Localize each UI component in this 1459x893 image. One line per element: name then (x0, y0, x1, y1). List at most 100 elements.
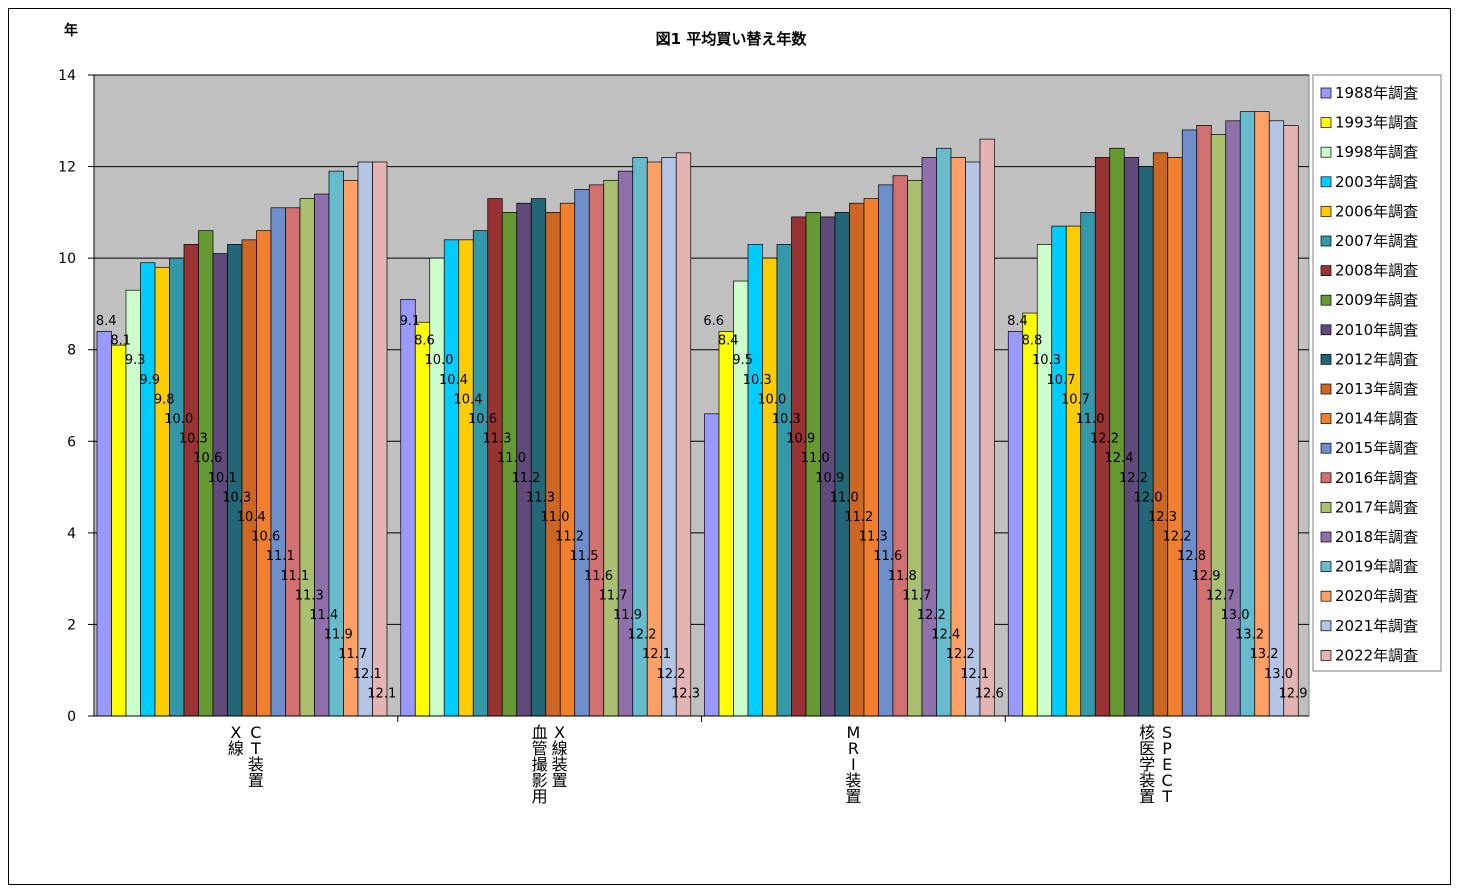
bar (414, 321, 431, 717)
data-label: 8.8 (1022, 334, 1043, 349)
legend-label: 2013年調査 (1335, 380, 1418, 398)
legend-label: 2012年調査 (1335, 350, 1418, 368)
data-label: 12.2 (657, 667, 686, 682)
legend-label: 2015年調査 (1335, 439, 1418, 457)
bar (791, 216, 807, 717)
legend-swatch (1320, 590, 1332, 602)
legend-label: 2014年調査 (1335, 410, 1418, 428)
data-label: 10.9 (786, 432, 815, 447)
chart-title: 図1 平均買い替え年数 (656, 30, 808, 48)
bar (1167, 157, 1183, 717)
bar (574, 189, 590, 717)
data-label: 10.3 (772, 412, 801, 427)
legend-label: 2020年調査 (1335, 587, 1418, 605)
data-label: 12.2 (917, 608, 946, 623)
data-label: 13.2 (1235, 628, 1264, 643)
data-label: 12.9 (1279, 686, 1308, 701)
data-label: 12.1 (642, 647, 671, 662)
bar (154, 266, 170, 717)
data-label: 11.2 (512, 471, 541, 486)
bar (762, 257, 778, 717)
data-label: 10.3 (1032, 353, 1061, 368)
bar (1007, 331, 1024, 717)
data-label: 10.7 (1061, 392, 1090, 407)
bar (1254, 111, 1270, 717)
legend-label: 2019年調査 (1335, 558, 1418, 576)
legend-swatch (1320, 294, 1332, 306)
data-label: 12.3 (671, 686, 700, 701)
legend-label: 2021年調査 (1335, 617, 1418, 635)
data-label: 8.4 (718, 334, 739, 349)
bar (169, 257, 185, 717)
bar (545, 212, 561, 717)
data-label: 12.2 (1090, 432, 1119, 447)
x-category-label: 核医学装置 (1139, 723, 1155, 806)
bar (1036, 244, 1053, 717)
data-label: 13.0 (1221, 608, 1250, 623)
bar (965, 161, 981, 717)
data-label: 9.8 (154, 392, 175, 407)
data-label: 11.6 (873, 549, 902, 564)
bar (1181, 129, 1198, 717)
bar (285, 207, 301, 717)
data-label: 12.2 (1163, 530, 1192, 545)
data-label: 11.3 (483, 432, 512, 447)
bar (1239, 111, 1256, 717)
legend-label: 2022年調査 (1335, 646, 1418, 664)
bar (357, 161, 373, 717)
data-label: 11.5 (570, 549, 599, 564)
data-label: 8.4 (1007, 314, 1028, 329)
bar (1210, 134, 1227, 717)
x-category-label: X 線装置 (552, 723, 568, 790)
data-label: 12.4 (931, 628, 960, 643)
bar (256, 230, 272, 717)
data-label: 11.0 (830, 490, 859, 505)
bar (603, 179, 619, 717)
legend-label: 1998年調査 (1335, 143, 1418, 161)
bar (718, 331, 734, 717)
data-label: 11.0 (541, 510, 570, 525)
bar (270, 207, 286, 717)
legend-swatch (1320, 117, 1332, 128)
bar (372, 161, 388, 717)
data-label: 9.3 (125, 353, 146, 368)
legend-swatch (1320, 413, 1332, 424)
legend-swatch (1320, 235, 1332, 247)
data-label: 10.3 (743, 373, 772, 388)
data-label: 8.6 (414, 334, 435, 349)
legend-swatch (1320, 383, 1332, 395)
y-axis-label: 年 (64, 22, 78, 39)
data-label: 11.1 (266, 549, 295, 564)
y-tick-label: 6 (67, 434, 76, 450)
bar (820, 216, 836, 717)
legend-swatch (1320, 265, 1332, 276)
legend-swatch (1320, 502, 1332, 513)
bar (1080, 212, 1096, 717)
bar (979, 138, 995, 717)
data-label: 10.0 (164, 412, 193, 427)
data-label: 11.3 (295, 588, 324, 603)
legend-swatch (1320, 531, 1332, 543)
data-label: 11.9 (324, 628, 353, 643)
y-tick-label: 4 (67, 526, 76, 542)
bar (96, 331, 112, 717)
data-label: 9.9 (139, 373, 160, 388)
legend-box (1312, 74, 1442, 672)
data-label: 11.7 (338, 647, 367, 662)
y-tick-label: 10 (58, 251, 76, 267)
data-label: 11.4 (309, 608, 338, 623)
data-label: 10.0 (425, 353, 454, 368)
legend-label: 2003年調査 (1335, 173, 1418, 191)
data-label: 10.4 (454, 392, 483, 407)
data-label: 12.2 (946, 647, 975, 662)
data-label: 12.6 (975, 686, 1004, 701)
bar (863, 198, 879, 717)
data-label: 11.8 (888, 569, 917, 584)
legend-swatch (1320, 206, 1332, 217)
bar (111, 344, 127, 717)
data-label: 11.0 (801, 451, 830, 466)
data-label: 10.4 (439, 373, 468, 388)
chart-frame: 8.4 8.1 9.3 9.9 9.8 10.0 10.3 10.6 10.1 10.3 10.4 1… (8, 8, 1451, 885)
data-label: 10.6 (468, 412, 497, 427)
bar (443, 239, 460, 717)
